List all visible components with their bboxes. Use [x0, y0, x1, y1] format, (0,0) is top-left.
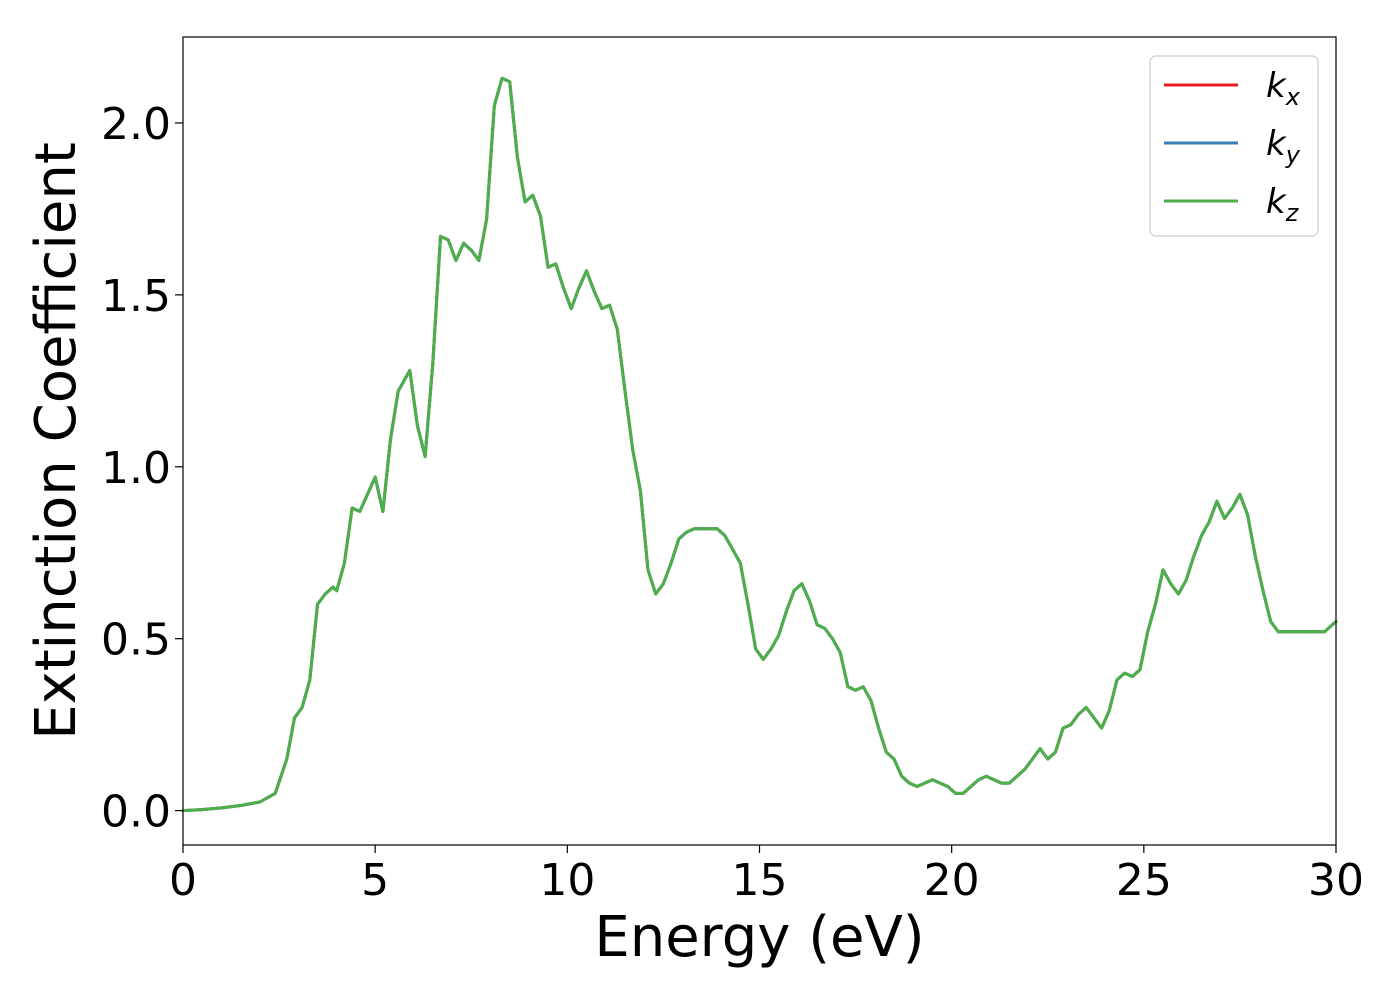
legend-frame [1149, 55, 1319, 237]
y-tick-label: 0.5 [101, 615, 171, 666]
y-tick-label: 0.0 [101, 787, 171, 838]
x-tick-label: 25 [1116, 855, 1172, 906]
y-axis-title: Extinction Coefficient [24, 142, 89, 740]
legend-label-z: kz [1266, 182, 1300, 227]
legend-label-x: kx [1266, 66, 1301, 111]
y-tick-label: 2.0 [101, 99, 171, 150]
x-tick-label: 5 [361, 855, 389, 906]
x-tick-label: 30 [1308, 855, 1364, 906]
x-tick-label: 20 [924, 855, 980, 906]
x-tick-label: 15 [732, 855, 788, 906]
x-tick-label: 0 [169, 855, 197, 906]
legend: kx ky kz [1149, 55, 1319, 237]
series-layer [181, 76, 1338, 813]
legend-label-y: ky [1266, 124, 1301, 169]
x-axis: 0 5 10 15 20 25 30 [169, 845, 1364, 906]
y-tick-label: 1.0 [101, 443, 171, 494]
x-tick-label: 10 [539, 855, 595, 906]
series-line-k-z [181, 76, 1338, 813]
x-axis-title: Energy (eV) [594, 905, 924, 970]
y-tick-label: 1.5 [101, 271, 171, 322]
y-axis: 0.0 0.5 1.0 1.5 2.0 [101, 99, 183, 838]
